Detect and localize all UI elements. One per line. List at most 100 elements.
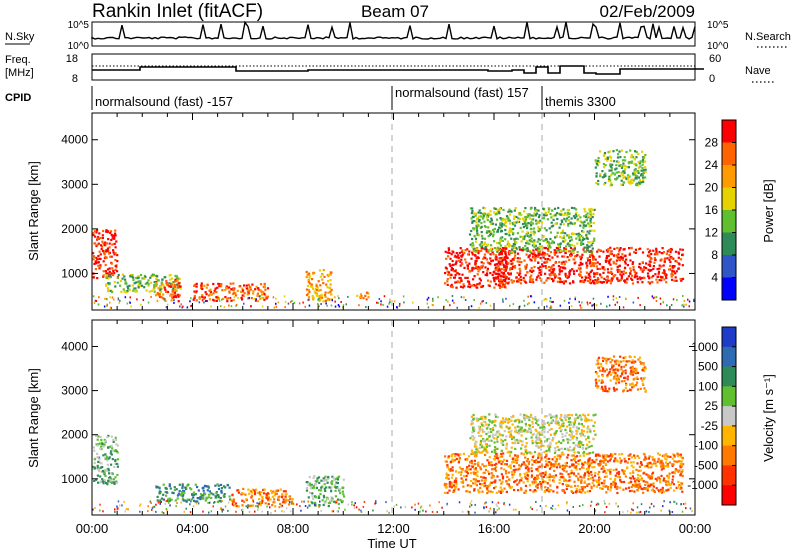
echo-cell: [114, 258, 117, 262]
echo-cell: [513, 488, 516, 492]
echo-cell: [650, 475, 654, 478]
echo-cell: [334, 484, 337, 487]
echo-cell: [481, 247, 484, 250]
echo-cell: [569, 421, 572, 424]
echo-cell: [547, 487, 550, 490]
echo-cell: [100, 438, 103, 442]
echo-cell: [508, 213, 511, 216]
echo-cell: [579, 415, 582, 419]
echo-cell: [619, 355, 622, 358]
echo-cell: [529, 250, 532, 253]
echo-cell: [206, 283, 209, 286]
echo-cell: [548, 243, 551, 246]
echo-cell: [587, 462, 590, 465]
echo-cell: [498, 212, 501, 215]
echo-cell: [573, 222, 576, 225]
echo-cell: [652, 265, 655, 268]
echo-cell: [477, 425, 481, 428]
echo-cell: [182, 498, 185, 501]
echo-cell: [279, 502, 282, 506]
echo-cell: [200, 284, 203, 287]
echo-cell: [478, 218, 481, 221]
echo-cell: [105, 283, 108, 286]
echo-cell: [629, 259, 632, 262]
echo-cell: [531, 244, 534, 247]
echo-cell: [561, 220, 564, 223]
echo-cell: [615, 164, 618, 167]
echo-cell: [602, 465, 605, 468]
echo-cell: [537, 226, 540, 229]
echo-cell: [630, 160, 633, 163]
echo-cell: [491, 273, 494, 277]
echo-cell: [201, 295, 204, 298]
echo-cell: [600, 302, 602, 305]
echo-cell: [102, 260, 105, 263]
echo-cell: [156, 499, 159, 502]
echo-cell: [207, 294, 211, 297]
echo-cell: [578, 264, 581, 267]
echo-cell: [171, 296, 174, 299]
echo-cell: [591, 482, 594, 485]
echo-cell: [263, 298, 266, 301]
echo-cell: [550, 465, 553, 469]
echo-cell: [579, 489, 582, 492]
echo-cell: [328, 298, 331, 301]
echo-cell: [661, 486, 664, 489]
echo-cell: [448, 489, 451, 492]
echo-cell: [671, 273, 674, 277]
echo-cell: [639, 478, 642, 481]
echo-cell: [470, 479, 473, 483]
echo-cell: [116, 451, 119, 454]
echo-cell: [453, 276, 456, 279]
echo-cell: [516, 232, 519, 235]
echo-cell: [173, 488, 176, 492]
echo-cell: [265, 297, 268, 300]
echo-cell: [612, 260, 615, 263]
echo-cell: [515, 458, 518, 461]
echo-cell: [490, 481, 493, 484]
echo-cell: [637, 166, 640, 169]
echo-cell: [589, 217, 592, 220]
echo-cell: [516, 248, 519, 251]
echo-cell: [532, 214, 535, 217]
echo-cell: [189, 487, 192, 490]
echo-cell: [649, 461, 652, 464]
echo-cell: [106, 483, 109, 486]
echo-cell: [230, 305, 233, 308]
echo-cell: [264, 288, 267, 291]
echo-cell: [546, 464, 549, 467]
echo-cell: [446, 476, 449, 479]
echo-cell: [615, 171, 618, 174]
echo-cell: [524, 467, 527, 470]
echo-cell: [532, 233, 535, 236]
echo-cell: [562, 235, 566, 238]
echo-cell: [166, 290, 170, 294]
echo-cell: [263, 282, 266, 285]
echo-cell: [222, 485, 226, 488]
echo-cell: [643, 453, 646, 456]
echo-cell: [538, 431, 541, 434]
echo-cell: [115, 462, 118, 465]
echo-cell: [550, 475, 553, 478]
echo-cell: [100, 247, 103, 251]
echo-cell: [630, 246, 633, 250]
echo-cell: [520, 447, 523, 450]
echo-cell: [494, 268, 497, 271]
echo-cell: [624, 281, 627, 284]
echo-cell: [561, 433, 564, 436]
echo-cell: [602, 280, 605, 284]
echo-cell: [472, 482, 475, 485]
echo-cell: [549, 212, 552, 216]
echo-cell: [472, 471, 475, 474]
echo-cell: [530, 221, 533, 224]
echo-cell: [308, 504, 311, 507]
echo-cell: [365, 306, 367, 308]
echo-cell: [637, 176, 640, 179]
echo-cell: [597, 179, 600, 183]
echo-cell: [111, 267, 114, 270]
echo-cell: [458, 459, 461, 462]
nave-tick-top: 60: [709, 53, 721, 65]
echo-cell: [449, 304, 451, 307]
echo-cell: [158, 294, 161, 297]
echo-cell: [92, 465, 95, 469]
